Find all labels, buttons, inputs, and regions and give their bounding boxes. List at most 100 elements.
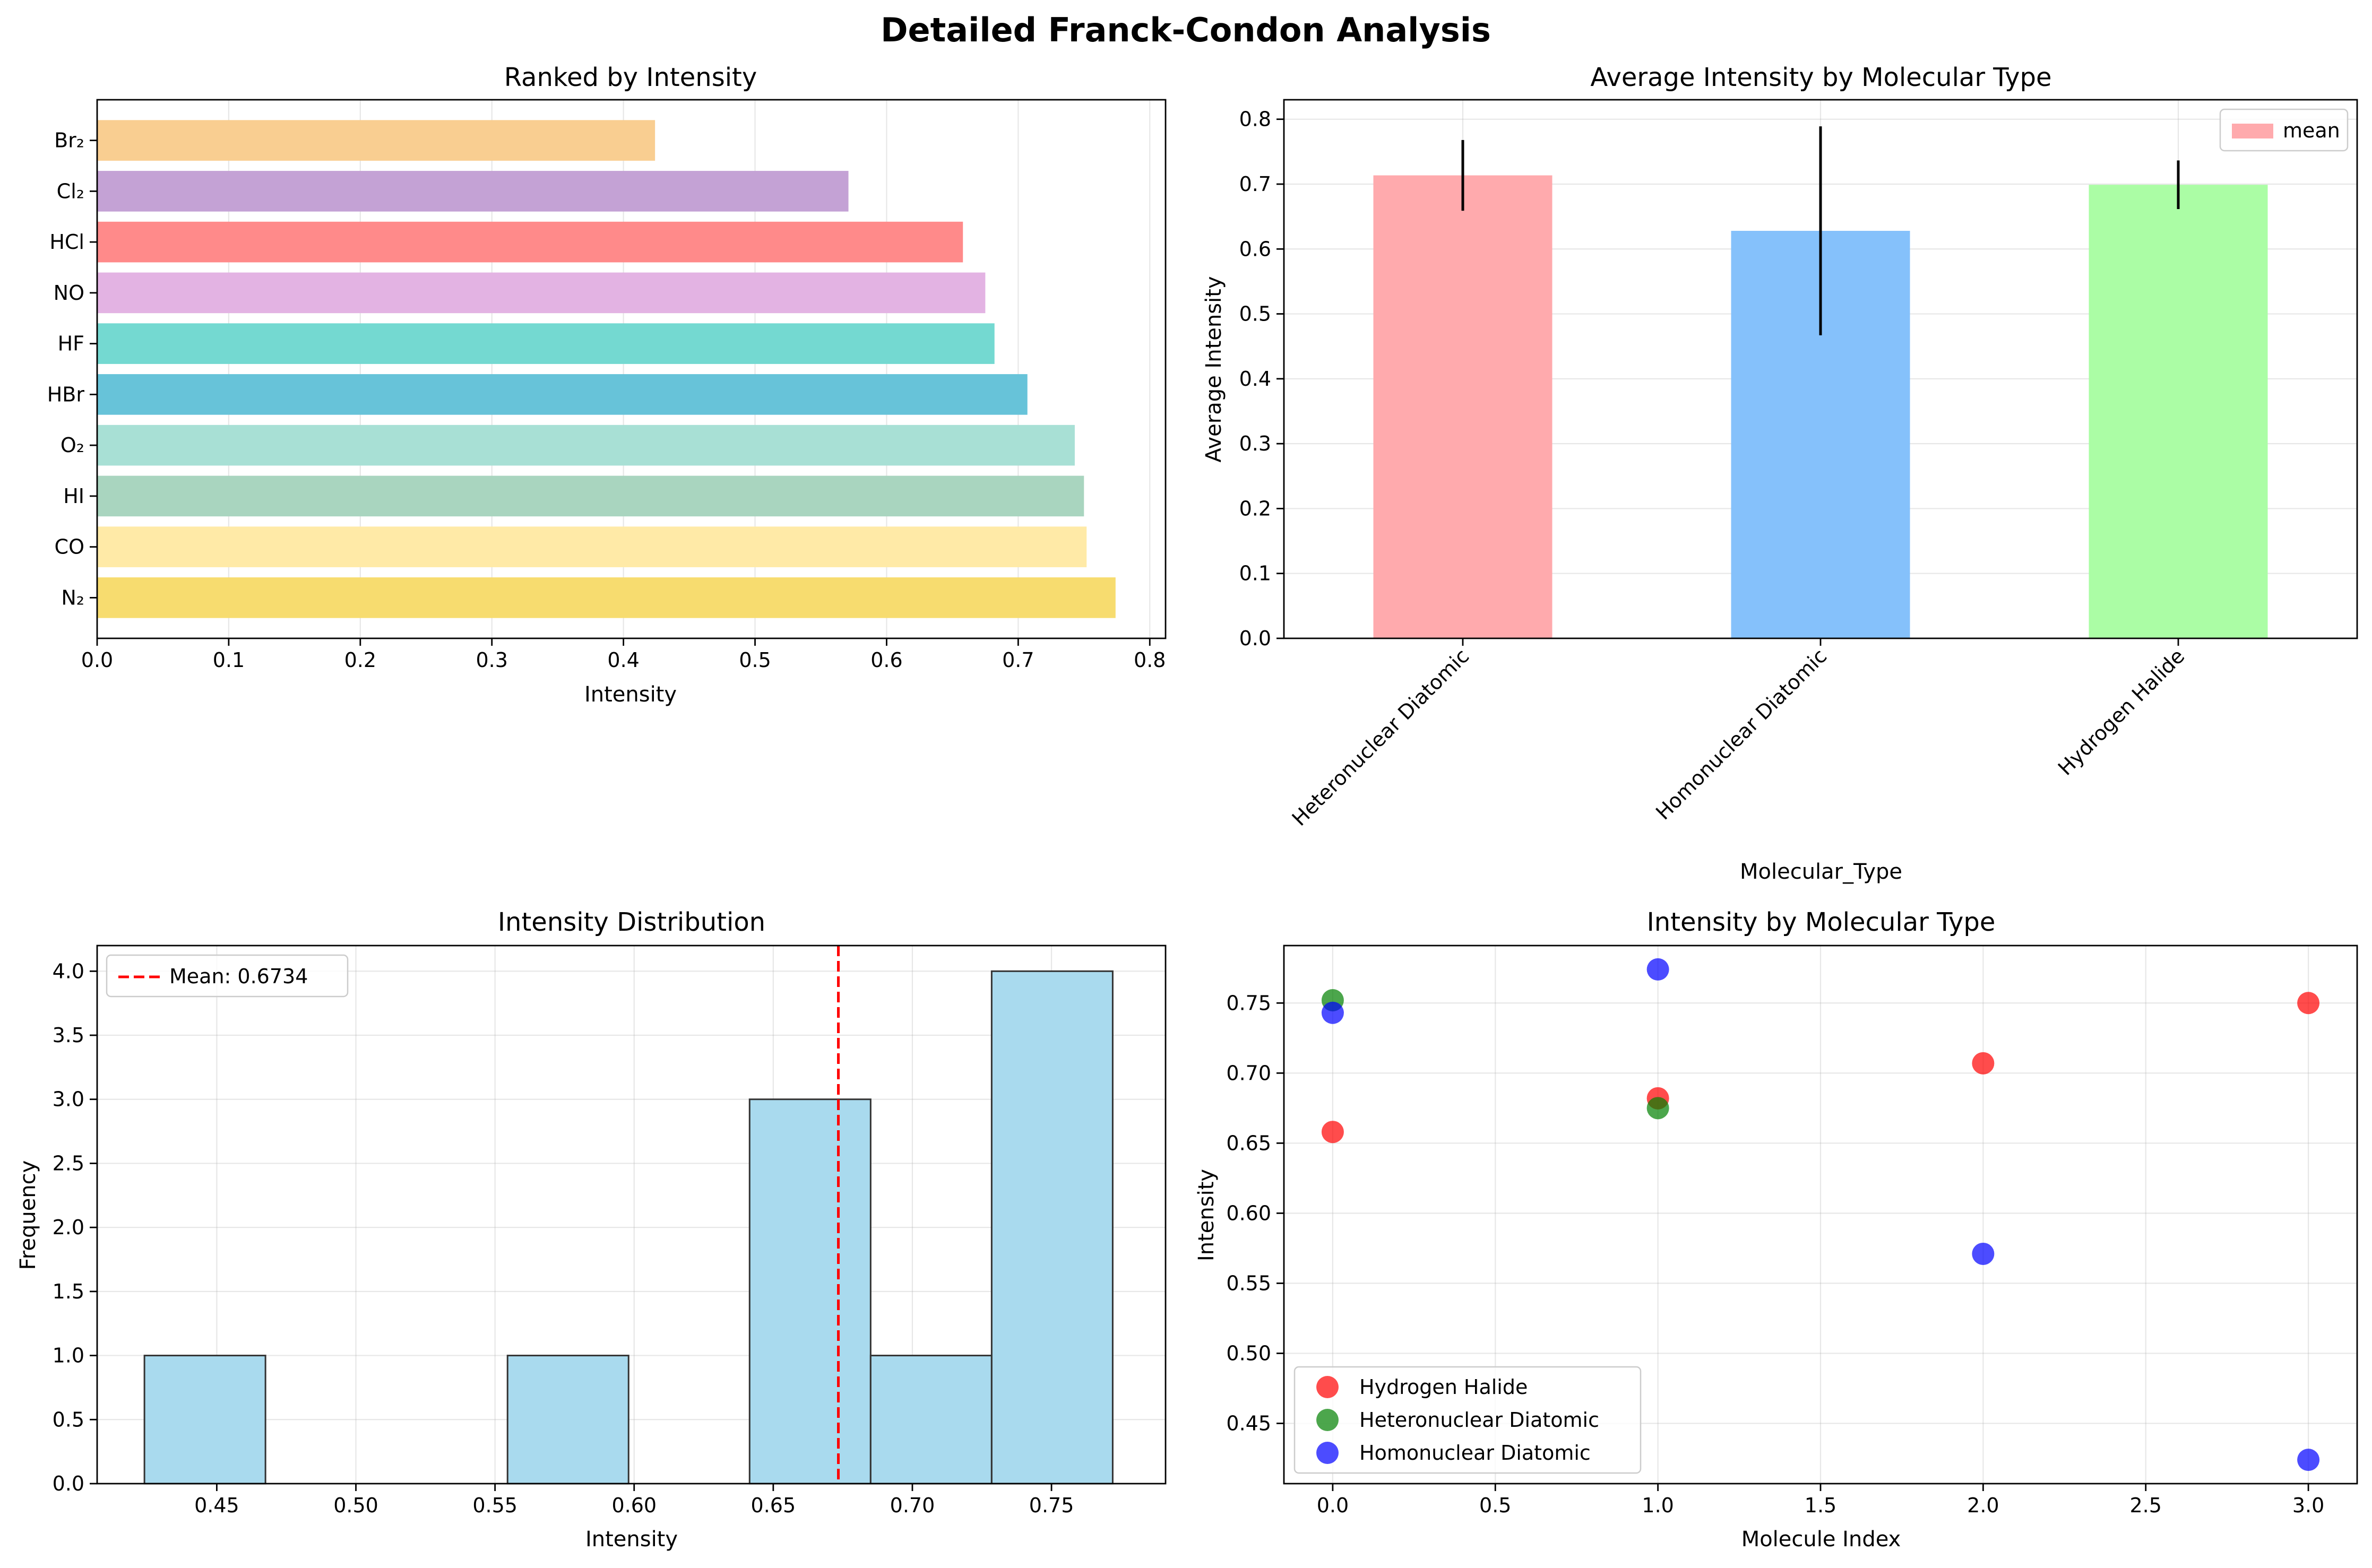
scatter-legend-label: Heteronuclear Diatomic (1359, 1408, 1599, 1432)
scatter-x-tick-label: 3.0 (2292, 1494, 2324, 1517)
histogram-legend-label: Mean: 0.6734 (169, 965, 308, 988)
ranked-x-tick-label: 0.7 (1002, 648, 1034, 672)
figure-title: Detailed Franck-Condon Analysis (881, 11, 1491, 49)
ranked-x-tick-label: 0.6 (870, 648, 902, 672)
histogram-bar (990, 970, 1114, 1485)
ranked-bar (97, 171, 849, 212)
histogram-y-tick-label: 0.0 (53, 1472, 84, 1495)
scatter-legend-marker (1316, 1376, 1339, 1398)
histogram-x-tick-label: 0.55 (472, 1494, 517, 1517)
histogram-x-tick-label: 0.50 (333, 1494, 378, 1517)
average-bar (2089, 185, 2268, 638)
ranked-x-tick-label: 0.4 (607, 648, 639, 672)
histogram-x-tick-label: 0.75 (1029, 1494, 1074, 1517)
ranked-x-tick-label: 0.0 (81, 648, 113, 672)
histogram-bar (143, 1355, 266, 1485)
ranked-bar (97, 120, 655, 161)
ranked-category-label: NO (54, 281, 84, 305)
ranked-bar (97, 272, 986, 314)
average-legend-swatch (2232, 124, 2273, 138)
histogram-x-tick-label: 0.45 (194, 1494, 239, 1517)
histogram-y-tick-label: 2.0 (53, 1216, 84, 1239)
scatter-point (2297, 992, 2320, 1015)
ranked-category-label: Cl₂ (57, 179, 84, 203)
histogram-y-tick-label: 3.5 (53, 1024, 84, 1047)
ranked-x-tick-label: 0.2 (344, 648, 376, 672)
histogram-y-tick-label: 3.0 (53, 1088, 84, 1111)
ranked-intensity-panel: Ranked by Intensity Intensity 0.0 0.1 0.2 0… (47, 63, 1167, 707)
scatter-point (1972, 1242, 1995, 1265)
average-y-tick-label: 0.3 (1239, 432, 1271, 455)
scatter-point (1972, 1052, 1995, 1075)
scatter-point (1646, 958, 1669, 981)
average-y-tick-label: 0.5 (1239, 302, 1271, 326)
histogram-x-tick-label: 0.65 (751, 1494, 796, 1517)
scatter-legend-label: Hydrogen Halide (1359, 1375, 1528, 1399)
histogram-bar (506, 1355, 629, 1485)
ranked-category-label: HF (58, 332, 84, 356)
ranked-category-label: N₂ (61, 586, 84, 609)
scatter-x-tick-label: 2.5 (2130, 1494, 2162, 1517)
average-bar (1373, 175, 1552, 638)
scatter-legend-marker (1316, 1442, 1339, 1464)
histogram-legend-box (106, 954, 349, 998)
histogram-bar (869, 1355, 993, 1485)
intensity-by-type-ylabel: Intensity (1194, 1169, 1219, 1261)
histogram-x-tick-label: 0.70 (890, 1494, 935, 1517)
scatter-x-tick-label: 1.0 (1642, 1494, 1674, 1517)
intensity-by-type-panel: Intensity by Molecular Type Molecule Ind… (1194, 907, 2358, 1552)
scatter-x-tick-label: 2.0 (1967, 1494, 1999, 1517)
scatter-point (2297, 1449, 2320, 1471)
average-intensity-xlabel: Molecular_Type (1740, 860, 1902, 884)
average-y-tick-label: 0.4 (1239, 367, 1271, 391)
ranked-category-label: Br₂ (54, 129, 84, 152)
ranked-bar (97, 475, 1084, 517)
ranked-bar (97, 577, 1116, 618)
ranked-bar (97, 323, 995, 364)
scatter-legend-box (1293, 1366, 1642, 1474)
ranked-bar (97, 425, 1075, 466)
average-category-label: Homonuclear Diatomic (1651, 644, 1831, 824)
scatter-point (1321, 1121, 1344, 1143)
scatter-x-tick-label: 0.0 (1317, 1494, 1349, 1517)
ranked-plot-frame (96, 99, 1167, 639)
average-intensity-ylabel: Average Intensity (1202, 276, 1226, 462)
ranked-x-tick-label: 0.5 (739, 648, 771, 672)
histogram-y-tick-label: 1.5 (53, 1280, 84, 1303)
scatter-legend-marker (1316, 1409, 1339, 1431)
ranked-bar (97, 526, 1087, 567)
histogram-plot-frame (96, 945, 1167, 1485)
scatter-y-tick-label: 0.75 (1226, 991, 1271, 1015)
ranked-category-label: CO (55, 535, 84, 559)
average-category-label: Heteronuclear Diatomic (1288, 644, 1474, 830)
scatter-y-tick-label: 0.60 (1226, 1201, 1271, 1225)
histogram-y-tick-label: 0.5 (53, 1408, 84, 1431)
ranked-x-tick-label: 0.3 (476, 648, 508, 672)
scatter-x-tick-label: 1.5 (1805, 1494, 1836, 1517)
average-y-tick-label: 0.7 (1239, 172, 1271, 196)
average-y-tick-label: 0.1 (1239, 562, 1271, 585)
intensity-by-type-title: Intensity by Molecular Type (1647, 907, 1996, 937)
ranked-x-tick-label: 0.1 (213, 648, 245, 672)
ranked-intensity-xlabel: Intensity (584, 682, 677, 707)
average-y-tick-label: 0.2 (1239, 497, 1271, 520)
scatter-point (1321, 1001, 1344, 1024)
average-legend-label: mean (2283, 119, 2340, 142)
histogram-x-tick-label: 0.60 (611, 1494, 657, 1517)
intensity-distribution-title: Intensity Distribution (498, 907, 765, 937)
ranked-category-label: HBr (47, 383, 85, 406)
histogram-y-tick-label: 4.0 (53, 959, 84, 983)
scatter-y-tick-label: 0.65 (1226, 1131, 1271, 1155)
ranked-category-label: HCl (49, 230, 84, 254)
intensity-distribution-panel: Intensity Distribution Intensity Frequen… (16, 907, 1167, 1552)
average-intensity-panel: Average Intensity by Molecular Type Mole… (1202, 63, 2358, 884)
average-y-tick-label: 0.8 (1239, 108, 1271, 131)
scatter-y-tick-label: 0.55 (1226, 1271, 1271, 1295)
scatter-y-tick-label: 0.45 (1226, 1411, 1271, 1435)
average-intensity-title: Average Intensity by Molecular Type (1590, 63, 2051, 92)
average-legend-box (2219, 108, 2349, 152)
histogram-bar (748, 1098, 872, 1485)
scatter-y-tick-label: 0.50 (1226, 1341, 1271, 1365)
scatter-point (1646, 1097, 1669, 1120)
